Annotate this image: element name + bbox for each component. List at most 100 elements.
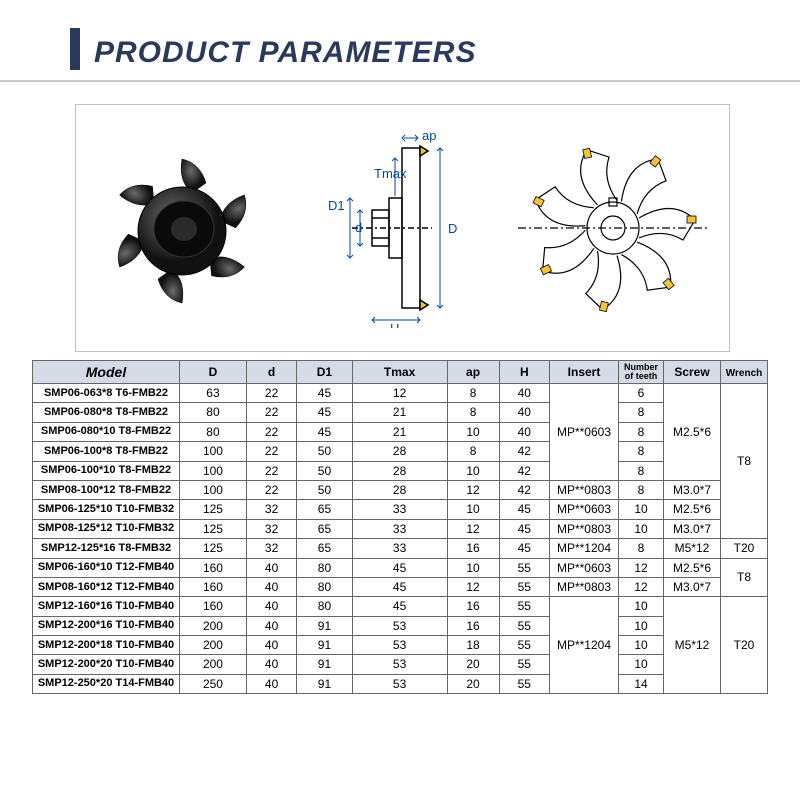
cell: 21 — [352, 422, 447, 441]
diagram-box: Tmax D1 d ap D H — [75, 104, 730, 352]
cell: SMP06-160*10 T12-FMB40 — [33, 558, 180, 577]
cell: 12 — [447, 480, 499, 499]
col-d: D — [180, 361, 247, 384]
cell: SMP12-200*18 T10-FMB40 — [33, 636, 180, 655]
cell: 33 — [352, 519, 447, 538]
cell: SMP06-125*10 T10-FMB32 — [33, 500, 180, 519]
cell: 80 — [297, 597, 352, 616]
cell: 10 — [619, 616, 664, 635]
cell: 10 — [447, 500, 499, 519]
col-tmax: Tmax — [352, 361, 447, 384]
cell: 33 — [352, 500, 447, 519]
cell: 12 — [447, 577, 499, 596]
table-row: SMP12-125*16 T8-FMB321253265331645MP**12… — [33, 539, 768, 558]
cell: SMP08-100*12 T8-FMB22 — [33, 480, 180, 499]
cell: SMP12-200*16 T10-FMB40 — [33, 616, 180, 635]
cell: 50 — [297, 442, 352, 461]
cell: 45 — [297, 403, 352, 422]
table-row: SMP12-200*20 T10-FMB40200409153205510 — [33, 655, 768, 674]
cell: 22 — [246, 403, 296, 422]
cell: 8 — [447, 384, 499, 403]
label-d1: D1 — [328, 198, 345, 213]
cell: 32 — [246, 539, 296, 558]
cell: 22 — [246, 480, 296, 499]
cell: 12 — [619, 577, 664, 596]
cell: 33 — [352, 539, 447, 558]
col-d: d — [246, 361, 296, 384]
cell: 14 — [619, 674, 664, 693]
cell: 28 — [352, 461, 447, 480]
table-row: SMP12-200*16 T10-FMB40200409153165510 — [33, 616, 768, 635]
table-row: SMP12-160*16 T10-FMB401604080451655MP**1… — [33, 597, 768, 616]
cell: 91 — [297, 674, 352, 693]
cell: 160 — [180, 597, 247, 616]
cell: 20 — [447, 674, 499, 693]
cell: SMP06-063*8 T6-FMB22 — [33, 384, 180, 403]
cell: 8 — [447, 403, 499, 422]
cell: 21 — [352, 403, 447, 422]
cell: SMP06-080*10 T8-FMB22 — [33, 422, 180, 441]
cell: 160 — [180, 577, 247, 596]
cell: 65 — [297, 539, 352, 558]
cell: 53 — [352, 636, 447, 655]
cell: 18 — [447, 636, 499, 655]
title-accent — [70, 28, 80, 70]
cell: 8 — [619, 539, 664, 558]
cell: 40 — [246, 558, 296, 577]
cell: 10 — [619, 597, 664, 616]
cell: T8 — [721, 558, 768, 597]
cell: 12 — [619, 558, 664, 577]
label-D: D — [448, 221, 457, 236]
cell: 8 — [447, 442, 499, 461]
cell: 40 — [246, 616, 296, 635]
cell: SMP08-125*12 T10-FMB32 — [33, 519, 180, 538]
cell: 160 — [180, 558, 247, 577]
table-row: SMP08-100*12 T8-FMB221002250281242MP**08… — [33, 480, 768, 499]
cell: MP**1204 — [550, 597, 619, 694]
cell: 8 — [619, 422, 664, 441]
cell: SMP08-160*12 T12-FMB40 — [33, 577, 180, 596]
cell: 10 — [447, 558, 499, 577]
label-tmax: Tmax — [374, 166, 407, 181]
cell: 55 — [499, 616, 549, 635]
cell: 12 — [352, 384, 447, 403]
cell: 40 — [499, 422, 549, 441]
title-rule — [0, 80, 800, 82]
spec-table: ModelDdD1TmaxapHInsertNumberof teethScre… — [32, 360, 768, 694]
table-row: SMP06-100*10 T8-FMB2210022502810428 — [33, 461, 768, 480]
cell: 40 — [246, 597, 296, 616]
cell: 80 — [180, 403, 247, 422]
col-model: Model — [33, 361, 180, 384]
label-ap: ap — [422, 128, 436, 143]
cell: 40 — [499, 403, 549, 422]
col-ap: ap — [447, 361, 499, 384]
cell: SMP06-100*10 T8-FMB22 — [33, 461, 180, 480]
cell: 22 — [246, 384, 296, 403]
cell: MP**0603 — [550, 500, 619, 519]
cell: 53 — [352, 616, 447, 635]
cell: 100 — [180, 461, 247, 480]
cell: SMP06-080*8 T8-FMB22 — [33, 403, 180, 422]
cell: SMP06-100*8 T8-FMB22 — [33, 442, 180, 461]
side-diagram-icon: Tmax D1 d ap D H — [292, 128, 492, 328]
cell: 55 — [499, 636, 549, 655]
cell: 65 — [297, 519, 352, 538]
table-row: SMP06-063*8 T6-FMB2263224512840MP**06036… — [33, 384, 768, 403]
cell: 28 — [352, 480, 447, 499]
table-row: SMP06-080*8 T8-FMB22802245218408 — [33, 403, 768, 422]
cell: 42 — [499, 480, 549, 499]
cell: 200 — [180, 636, 247, 655]
cell: 55 — [499, 577, 549, 596]
col-screw: Screw — [664, 361, 721, 384]
cell: 50 — [297, 461, 352, 480]
cell: 32 — [246, 500, 296, 519]
cell: 200 — [180, 655, 247, 674]
cell: 45 — [352, 597, 447, 616]
top-diagram-icon — [518, 133, 708, 323]
cell: 125 — [180, 500, 247, 519]
cell: 45 — [499, 539, 549, 558]
table-row: SMP12-250*20 T14-FMB40250409153205514 — [33, 674, 768, 693]
cell: MP**1204 — [550, 539, 619, 558]
cell: 6 — [619, 384, 664, 403]
table-row: SMP06-100*8 T8-FMB221002250288428 — [33, 442, 768, 461]
